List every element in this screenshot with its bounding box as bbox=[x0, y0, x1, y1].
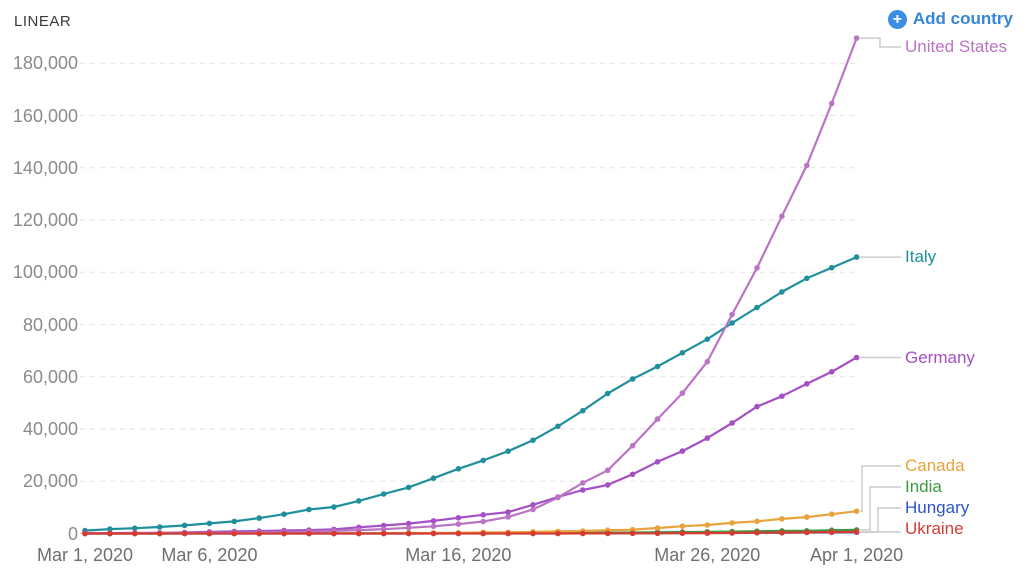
scale-toggle-linear[interactable]: LINEAR bbox=[14, 13, 72, 30]
series-italy[interactable] bbox=[82, 254, 860, 534]
series-dots-ukraine bbox=[82, 529, 860, 537]
y-axis-tick-label: 0 bbox=[67, 523, 78, 544]
legend-label-ukraine[interactable]: Ukraine bbox=[905, 519, 964, 538]
horizontal-gridlines bbox=[80, 62, 860, 482]
x-axis-tick-label: Mar 16, 2020 bbox=[405, 545, 512, 565]
y-axis-tick-label: 140,000 bbox=[12, 157, 78, 178]
y-axis-tick-label: 60,000 bbox=[22, 366, 78, 387]
legend-label-india[interactable]: India bbox=[905, 477, 942, 496]
series-line-united-states[interactable] bbox=[83, 36, 858, 535]
legend-connectors bbox=[860, 37, 901, 533]
series-germany[interactable] bbox=[82, 354, 860, 536]
x-axis-tick-label: Mar 26, 2020 bbox=[654, 545, 761, 565]
series-line-germany[interactable] bbox=[83, 356, 858, 535]
series-line-ukraine[interactable] bbox=[83, 530, 858, 535]
series-ukraine[interactable] bbox=[82, 529, 860, 537]
y-axis-tick-label: 40,000 bbox=[22, 419, 78, 439]
series-line-italy[interactable] bbox=[83, 256, 858, 532]
legend-label-canada[interactable]: Canada bbox=[905, 456, 965, 475]
plus-circle-icon: + bbox=[887, 9, 907, 29]
series-dots-germany bbox=[82, 354, 860, 536]
y-axis-tick-label: 120,000 bbox=[12, 210, 78, 230]
y-axis-tick-label: 160,000 bbox=[12, 105, 78, 126]
x-axis-tick-label: Apr 1, 2020 bbox=[810, 545, 904, 565]
legend-label-hungary[interactable]: Hungary bbox=[905, 498, 970, 517]
legend-connector-india bbox=[860, 486, 901, 531]
x-axis-tick-label: Mar 6, 2020 bbox=[161, 545, 258, 565]
legend-label-italy[interactable]: Italy bbox=[905, 247, 937, 267]
series-dots-italy bbox=[82, 254, 860, 534]
series-dots-united-states bbox=[82, 35, 860, 537]
y-axis-tick-label: 180,000 bbox=[12, 53, 78, 74]
y-axis-tick-label: 20,000 bbox=[22, 471, 78, 492]
legend-label-united-states[interactable]: United States bbox=[905, 37, 1008, 56]
add-country-button[interactable]: + Add country bbox=[886, 7, 1015, 31]
y-axis-tick-label: 100,000 bbox=[12, 262, 78, 283]
series-united-states[interactable] bbox=[82, 35, 860, 537]
legend-connector-united-states bbox=[860, 37, 901, 48]
legend-label-germany[interactable]: Germany bbox=[905, 347, 975, 367]
add-country-label: Add country bbox=[912, 9, 1013, 28]
y-axis-tick-label: 80,000 bbox=[22, 314, 78, 335]
x-axis-tick-label: Mar 1, 2020 bbox=[36, 545, 134, 565]
legend-connector-canada bbox=[860, 465, 901, 512]
legend-connector-hungary bbox=[860, 507, 901, 533]
